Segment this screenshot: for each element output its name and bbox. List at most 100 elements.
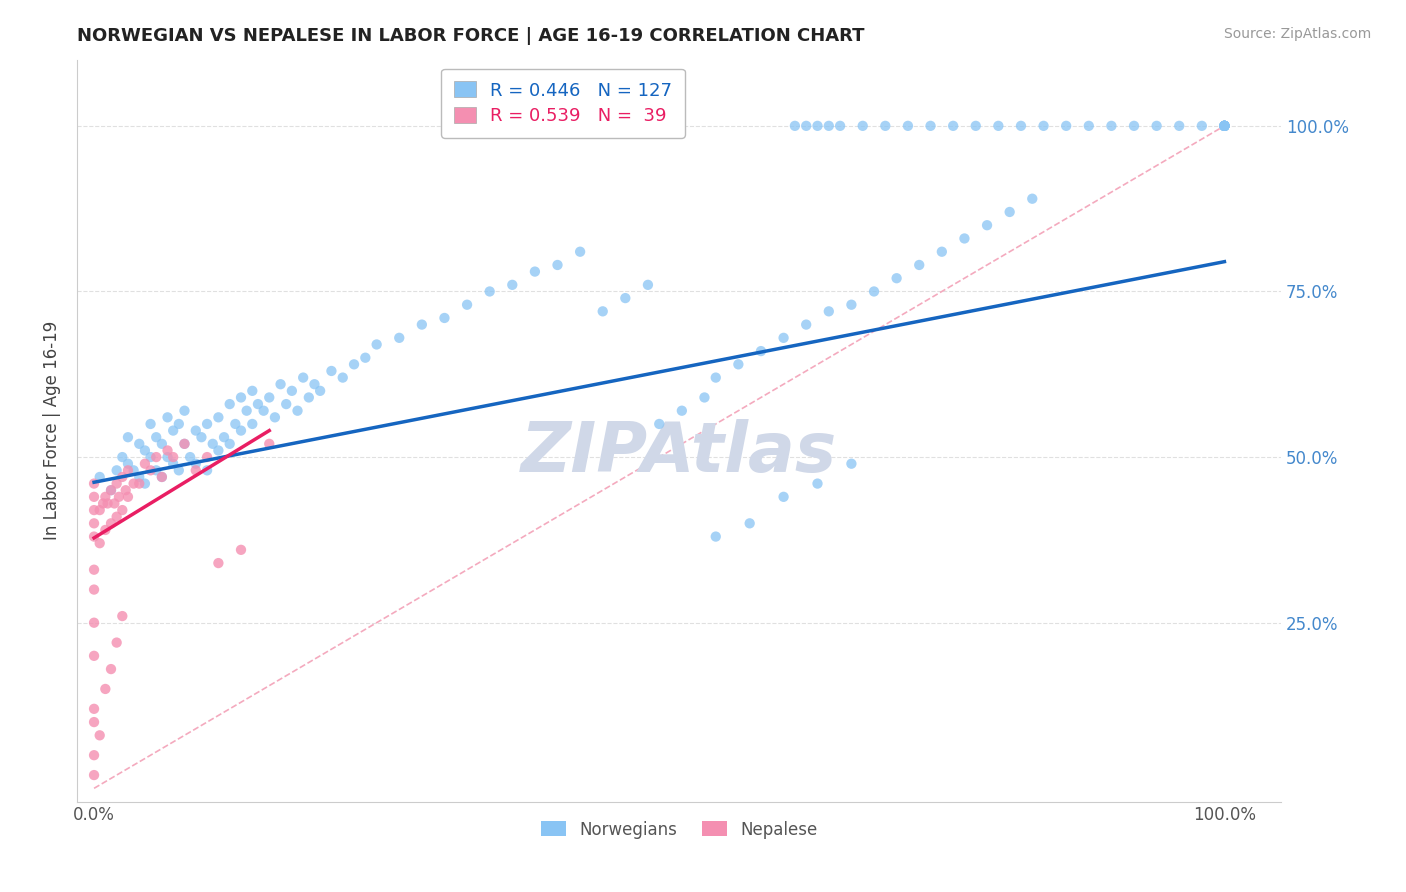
Point <box>162 450 184 464</box>
Point <box>105 509 128 524</box>
Point <box>366 337 388 351</box>
Point <box>727 357 749 371</box>
Point <box>270 377 292 392</box>
Point <box>83 503 105 517</box>
Point <box>1213 119 1236 133</box>
Point <box>281 384 304 398</box>
Point <box>111 450 134 464</box>
Point <box>806 476 828 491</box>
Point <box>614 291 637 305</box>
Point <box>931 244 953 259</box>
Point <box>987 119 1010 133</box>
Point <box>218 437 240 451</box>
Point <box>173 437 195 451</box>
Point <box>1191 119 1213 133</box>
Point <box>134 443 156 458</box>
Point <box>145 450 167 464</box>
Point <box>276 397 298 411</box>
Point <box>83 490 105 504</box>
Point <box>156 410 179 425</box>
Point <box>173 437 195 451</box>
Point <box>411 318 433 332</box>
Point <box>207 556 229 570</box>
Point <box>100 516 122 531</box>
Point <box>89 470 111 484</box>
Point <box>478 285 501 299</box>
Point <box>139 417 162 431</box>
Point <box>111 503 134 517</box>
Point <box>108 490 131 504</box>
Point <box>212 430 235 444</box>
Point <box>139 463 162 477</box>
Point <box>817 119 839 133</box>
Point <box>167 463 190 477</box>
Point <box>704 530 727 544</box>
Point <box>1010 119 1032 133</box>
Point <box>195 450 218 464</box>
Point <box>332 370 354 384</box>
Point <box>965 119 987 133</box>
Point <box>1213 119 1236 133</box>
Point <box>863 285 886 299</box>
Point <box>195 463 218 477</box>
Point <box>105 463 128 477</box>
Point <box>1213 119 1236 133</box>
Point <box>229 391 252 405</box>
Point <box>83 530 105 544</box>
Point <box>83 648 105 663</box>
Point <box>122 476 145 491</box>
Point <box>1021 192 1043 206</box>
Point <box>1213 119 1236 133</box>
Point <box>94 490 117 504</box>
Point <box>772 490 794 504</box>
Point <box>100 662 122 676</box>
Point <box>321 364 343 378</box>
Point <box>841 298 863 312</box>
Point <box>83 582 105 597</box>
Point <box>637 277 659 292</box>
Point <box>1146 119 1168 133</box>
Point <box>794 119 817 133</box>
Point <box>156 443 179 458</box>
Point <box>1213 119 1236 133</box>
Point <box>354 351 377 365</box>
Point <box>207 410 229 425</box>
Point <box>1213 119 1236 133</box>
Point <box>229 542 252 557</box>
Point <box>783 119 806 133</box>
Point <box>134 457 156 471</box>
Point <box>103 496 125 510</box>
Point <box>259 437 281 451</box>
Point <box>94 681 117 696</box>
Point <box>897 119 920 133</box>
Y-axis label: In Labor Force | Age 16-19: In Labor Force | Age 16-19 <box>44 321 60 541</box>
Point <box>89 728 111 742</box>
Point <box>89 503 111 517</box>
Point <box>111 470 134 484</box>
Point <box>97 496 120 510</box>
Point <box>523 264 546 278</box>
Point <box>998 205 1021 219</box>
Point <box>83 516 105 531</box>
Point <box>150 470 173 484</box>
Point <box>875 119 897 133</box>
Point <box>150 470 173 484</box>
Point <box>841 457 863 471</box>
Point <box>794 318 817 332</box>
Point <box>128 476 150 491</box>
Point <box>83 768 105 782</box>
Point <box>145 463 167 477</box>
Point <box>105 476 128 491</box>
Point <box>252 403 274 417</box>
Point <box>1077 119 1099 133</box>
Point <box>433 310 456 325</box>
Point <box>162 457 184 471</box>
Point <box>83 476 105 491</box>
Point <box>1099 119 1122 133</box>
Point <box>246 397 269 411</box>
Point <box>1213 119 1236 133</box>
Point <box>1168 119 1191 133</box>
Point <box>309 384 332 398</box>
Point <box>184 424 207 438</box>
Point <box>83 748 105 763</box>
